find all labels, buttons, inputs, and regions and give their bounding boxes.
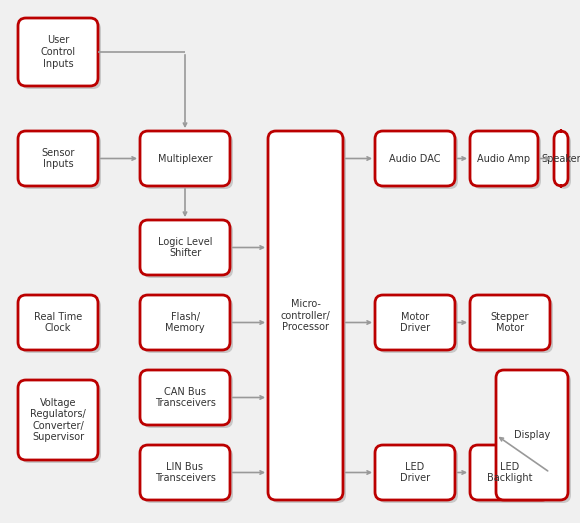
Text: Display: Display	[514, 430, 550, 440]
Text: Micro-
controller/
Processor: Micro- controller/ Processor	[281, 299, 331, 332]
FancyBboxPatch shape	[140, 220, 230, 275]
FancyBboxPatch shape	[21, 21, 101, 89]
FancyBboxPatch shape	[557, 134, 571, 189]
FancyBboxPatch shape	[21, 383, 101, 463]
FancyBboxPatch shape	[140, 295, 230, 350]
Text: Stepper
Motor: Stepper Motor	[491, 312, 529, 333]
FancyBboxPatch shape	[18, 18, 98, 86]
Text: Sensor
Inputs: Sensor Inputs	[41, 147, 75, 169]
FancyBboxPatch shape	[470, 295, 550, 350]
Text: Speaker: Speaker	[541, 153, 580, 164]
FancyBboxPatch shape	[378, 448, 458, 503]
FancyBboxPatch shape	[499, 373, 571, 503]
FancyBboxPatch shape	[268, 131, 343, 500]
FancyBboxPatch shape	[473, 448, 553, 503]
FancyBboxPatch shape	[473, 134, 541, 189]
Text: Audio DAC: Audio DAC	[389, 153, 441, 164]
FancyBboxPatch shape	[554, 131, 568, 186]
Text: User
Control
Inputs: User Control Inputs	[41, 36, 75, 69]
FancyBboxPatch shape	[470, 131, 538, 186]
FancyBboxPatch shape	[21, 298, 101, 353]
Text: LED
Backlight: LED Backlight	[487, 462, 533, 483]
FancyBboxPatch shape	[143, 223, 233, 278]
FancyBboxPatch shape	[375, 131, 455, 186]
Text: Real Time
Clock: Real Time Clock	[34, 312, 82, 333]
Text: Logic Level
Shifter: Logic Level Shifter	[158, 237, 212, 258]
FancyBboxPatch shape	[271, 134, 346, 503]
Text: Flash/
Memory: Flash/ Memory	[165, 312, 205, 333]
FancyBboxPatch shape	[378, 134, 458, 189]
FancyBboxPatch shape	[496, 370, 568, 500]
FancyBboxPatch shape	[18, 380, 98, 460]
FancyBboxPatch shape	[143, 298, 233, 353]
FancyBboxPatch shape	[18, 131, 98, 186]
Text: Audio Amp: Audio Amp	[477, 153, 531, 164]
Text: Voltage
Regulators/
Converter/
Supervisor: Voltage Regulators/ Converter/ Superviso…	[30, 397, 86, 442]
FancyBboxPatch shape	[375, 295, 455, 350]
Text: LIN Bus
Transceivers: LIN Bus Transceivers	[154, 462, 215, 483]
Text: Motor
Driver: Motor Driver	[400, 312, 430, 333]
FancyBboxPatch shape	[18, 295, 98, 350]
FancyBboxPatch shape	[143, 373, 233, 428]
FancyBboxPatch shape	[473, 298, 553, 353]
FancyBboxPatch shape	[140, 445, 230, 500]
FancyBboxPatch shape	[378, 298, 458, 353]
Text: CAN Bus
Transceivers: CAN Bus Transceivers	[154, 386, 215, 408]
Text: LED
Driver: LED Driver	[400, 462, 430, 483]
FancyBboxPatch shape	[143, 134, 233, 189]
FancyBboxPatch shape	[140, 131, 230, 186]
FancyBboxPatch shape	[470, 445, 550, 500]
FancyBboxPatch shape	[140, 370, 230, 425]
FancyBboxPatch shape	[143, 448, 233, 503]
FancyBboxPatch shape	[21, 134, 101, 189]
Text: Multiplexer: Multiplexer	[158, 153, 212, 164]
FancyBboxPatch shape	[375, 445, 455, 500]
